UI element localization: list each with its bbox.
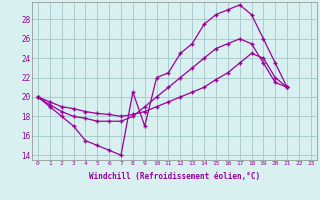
X-axis label: Windchill (Refroidissement éolien,°C): Windchill (Refroidissement éolien,°C) xyxy=(89,172,260,181)
